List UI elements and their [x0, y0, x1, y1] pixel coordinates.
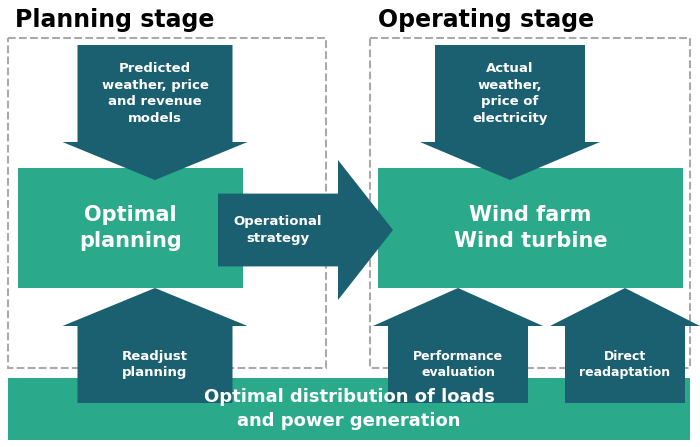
Polygon shape [62, 45, 248, 180]
Polygon shape [550, 288, 700, 403]
Text: Wind farm
Wind turbine: Wind farm Wind turbine [454, 205, 608, 251]
Text: Actual
weather,
price of
electricity: Actual weather, price of electricity [473, 62, 547, 125]
Text: Optimal
planning: Optimal planning [79, 205, 182, 251]
Polygon shape [18, 168, 243, 288]
Polygon shape [218, 160, 393, 300]
Polygon shape [8, 378, 690, 440]
Polygon shape [62, 288, 248, 403]
Polygon shape [378, 168, 683, 288]
Polygon shape [373, 288, 543, 403]
Text: Predicted
weather, price
and revenue
models: Predicted weather, price and revenue mod… [102, 62, 209, 125]
Text: Direct
readaptation: Direct readaptation [580, 350, 671, 379]
Text: Performance
evaluation: Performance evaluation [413, 350, 503, 379]
Text: Planning stage: Planning stage [15, 8, 214, 32]
Text: Readjust
planning: Readjust planning [122, 350, 188, 379]
Polygon shape [420, 45, 600, 180]
Text: Optimal distribution of loads
and power generation: Optimal distribution of loads and power … [204, 388, 494, 430]
Text: Operating stage: Operating stage [378, 8, 594, 32]
Text: Operational
strategy: Operational strategy [234, 215, 322, 245]
